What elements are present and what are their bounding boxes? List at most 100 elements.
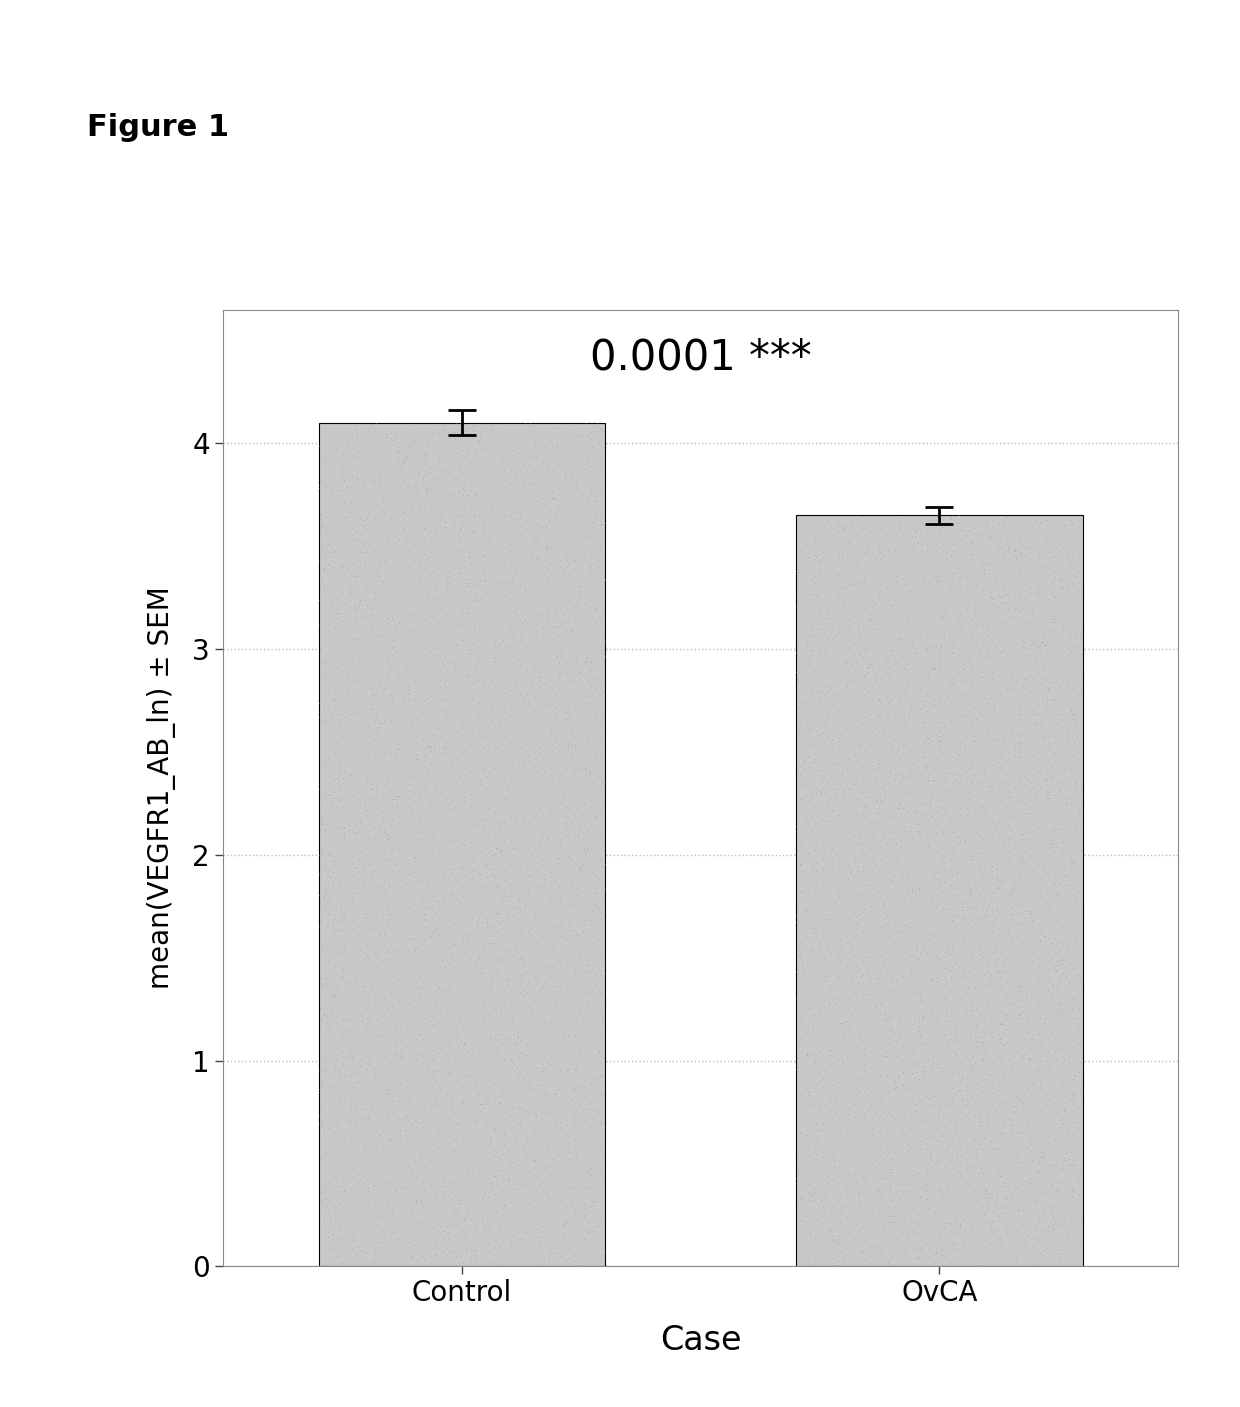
Point [983, 653, 1003, 675]
Point [557, 757, 577, 779]
Point [584, 774, 604, 796]
Point [353, 874, 373, 896]
Point [567, 760, 587, 782]
Point [548, 1014, 568, 1037]
Point [951, 656, 971, 678]
Point [587, 411, 606, 433]
Point [348, 1211, 368, 1234]
Point [365, 1027, 384, 1050]
Point [536, 777, 556, 799]
Point [1030, 633, 1050, 656]
Point [1006, 1223, 1025, 1245]
Point [450, 532, 470, 554]
Point [1055, 1103, 1075, 1126]
Point [836, 577, 856, 599]
Point [1050, 666, 1070, 688]
Point [392, 1038, 412, 1061]
Point [987, 937, 1007, 960]
Point [870, 847, 890, 870]
Point [924, 1045, 944, 1068]
Point [867, 695, 887, 718]
Point [419, 964, 439, 986]
Point [405, 658, 425, 681]
Point [443, 514, 463, 536]
Point [334, 767, 353, 789]
Point [911, 1089, 931, 1112]
Point [455, 844, 475, 867]
Point [335, 816, 355, 839]
Point [363, 1178, 383, 1200]
Point [503, 1116, 523, 1138]
Point [795, 1216, 815, 1238]
Point [314, 885, 334, 908]
Point [500, 633, 520, 656]
Point [487, 1173, 507, 1196]
Point [930, 836, 950, 858]
Point [954, 1067, 973, 1089]
Point [432, 554, 451, 577]
Point [983, 709, 1003, 732]
Point [879, 998, 899, 1020]
Point [312, 1069, 332, 1092]
Point [383, 514, 403, 536]
Point [428, 467, 448, 490]
Point [415, 622, 435, 644]
Point [812, 1157, 832, 1179]
Point [899, 526, 919, 549]
Point [1023, 712, 1043, 734]
Point [836, 1173, 856, 1196]
Point [901, 1159, 921, 1182]
Point [940, 573, 960, 595]
Point [939, 1206, 959, 1228]
Point [813, 764, 833, 787]
Point [1052, 864, 1071, 886]
Point [794, 1213, 813, 1235]
Point [1071, 582, 1091, 605]
Point [804, 1051, 823, 1074]
Point [490, 1214, 510, 1237]
Point [587, 1127, 606, 1150]
Point [866, 967, 885, 989]
Point [311, 651, 331, 674]
Point [999, 1110, 1019, 1133]
Point [889, 543, 909, 566]
Point [879, 663, 899, 685]
Point [1063, 1158, 1083, 1180]
Point [971, 841, 991, 864]
Point [1064, 817, 1084, 840]
Point [791, 1040, 811, 1062]
Point [577, 751, 596, 774]
Point [491, 839, 511, 861]
Point [1007, 1178, 1027, 1200]
Point [822, 855, 842, 878]
Point [428, 902, 448, 924]
Point [341, 1093, 361, 1116]
Point [941, 812, 961, 834]
Point [805, 836, 825, 858]
Point [960, 509, 980, 532]
Point [795, 674, 815, 696]
Point [512, 765, 532, 788]
Point [789, 689, 808, 712]
Point [397, 1175, 417, 1197]
Point [327, 816, 347, 839]
Point [823, 799, 843, 822]
Point [556, 1036, 575, 1058]
Point [828, 803, 848, 826]
Point [362, 571, 382, 594]
Point [1069, 936, 1089, 958]
Point [492, 495, 512, 518]
Point [372, 533, 392, 556]
Point [351, 839, 371, 861]
Point [590, 848, 610, 871]
Point [436, 522, 456, 545]
Point [954, 895, 973, 917]
Point [471, 689, 491, 712]
Point [1043, 874, 1063, 896]
Point [1040, 734, 1060, 757]
Point [335, 937, 355, 960]
Point [404, 518, 424, 540]
Point [572, 820, 591, 843]
Point [562, 1086, 582, 1109]
Point [1053, 613, 1073, 636]
